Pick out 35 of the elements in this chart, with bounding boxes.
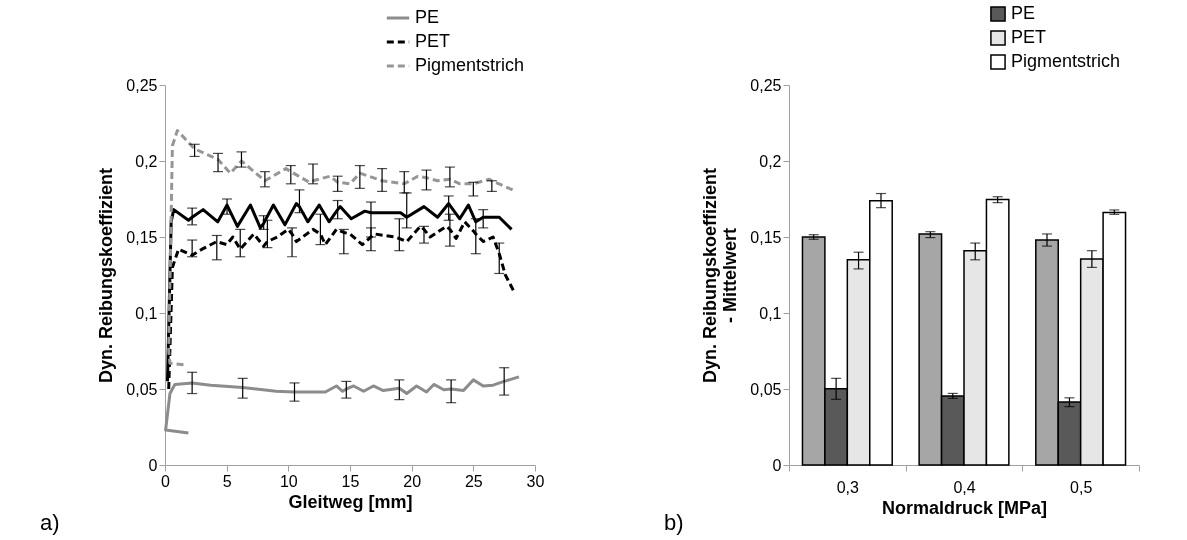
x-tick-label: 25: [464, 472, 483, 490]
y-tick-label: 0: [148, 456, 158, 474]
legend-label: Pigmentstrich: [1011, 51, 1121, 71]
y-tick-label: 0: [772, 456, 782, 474]
x-tick-label: 5: [222, 472, 232, 490]
y-tick-label: 0,1: [135, 304, 158, 322]
line-series: [164, 375, 521, 435]
x-axis-title: Gleitweg [mm]: [288, 491, 413, 512]
legend-label: Pigmentstrich: [415, 55, 525, 75]
x-tick-label: 0,3: [836, 478, 860, 496]
y-tick-label: 0,15: [750, 228, 782, 246]
y-tick-label: 0,2: [759, 152, 782, 170]
x-tick-label: 20: [403, 472, 422, 490]
x-tick-label: 0,5: [1070, 478, 1093, 496]
y-axis-title: Dyn. Reibungskoeffizient: [96, 167, 117, 384]
x-tick-label: 15: [341, 472, 360, 490]
text: b): [664, 510, 684, 535]
x-tick-label: 0: [161, 472, 171, 490]
legend-label: PE: [1011, 3, 1036, 23]
x-tick-label: 0,4: [953, 478, 976, 496]
x-axis-title: Normaldruck [MPa]: [881, 497, 1048, 518]
y-tick-label: 0,05: [750, 380, 782, 398]
y-tick-label: 0,25: [750, 76, 782, 94]
legend-label: PET: [415, 31, 451, 51]
y-tick-label: 0,2: [135, 152, 158, 170]
x-tick-label: 30: [526, 472, 545, 490]
legend-label: PET: [1011, 27, 1047, 47]
y-tick-label: 0,25: [126, 76, 158, 94]
legend-label: PE: [415, 7, 440, 27]
text: a): [40, 510, 60, 535]
x-tick-label: 10: [279, 472, 298, 490]
y-tick-label: 0,05: [126, 380, 158, 398]
y-tick-label: 0,15: [126, 228, 158, 246]
y-tick-label: 0,1: [759, 304, 782, 322]
y-axis-title: Dyn. Reibungskoeffizient - Mittelwert: [700, 167, 741, 384]
